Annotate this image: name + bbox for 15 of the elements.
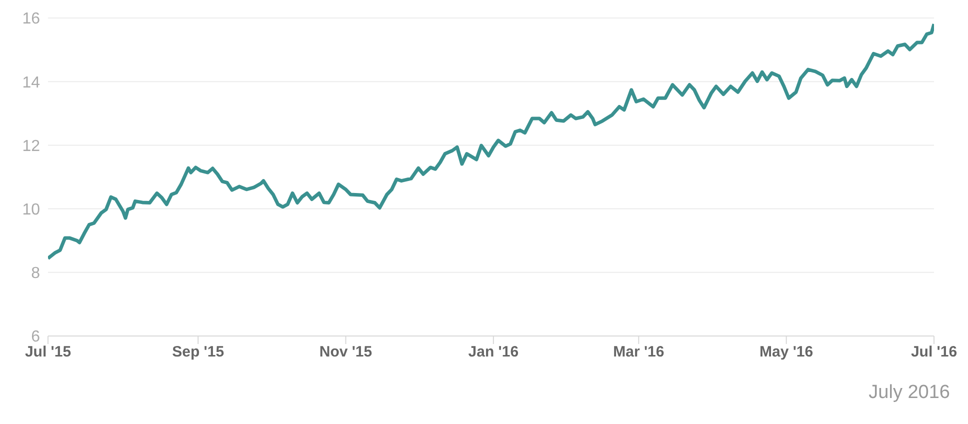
y-tick-label: 12 [22,138,40,155]
x-tick-label: May '16 [760,344,814,361]
x-tick-label: Jan '16 [468,344,519,361]
x-tick-label: Jul '16 [910,344,958,361]
x-tick-label: Mar '16 [613,344,664,361]
x-tick-label: Sep '15 [172,344,224,361]
y-tick-label: 10 [22,201,40,218]
x-tick-label: Jul '15 [24,344,72,361]
x-tick-label: Nov '15 [319,344,372,361]
line-series [48,22,934,260]
y-tick-label: 14 [22,74,40,92]
text: July 2016 [868,382,950,404]
y-tick-label: 8 [31,265,40,282]
y-tick-label: 16 [22,10,40,28]
y-tick-label: 6 [31,328,40,346]
